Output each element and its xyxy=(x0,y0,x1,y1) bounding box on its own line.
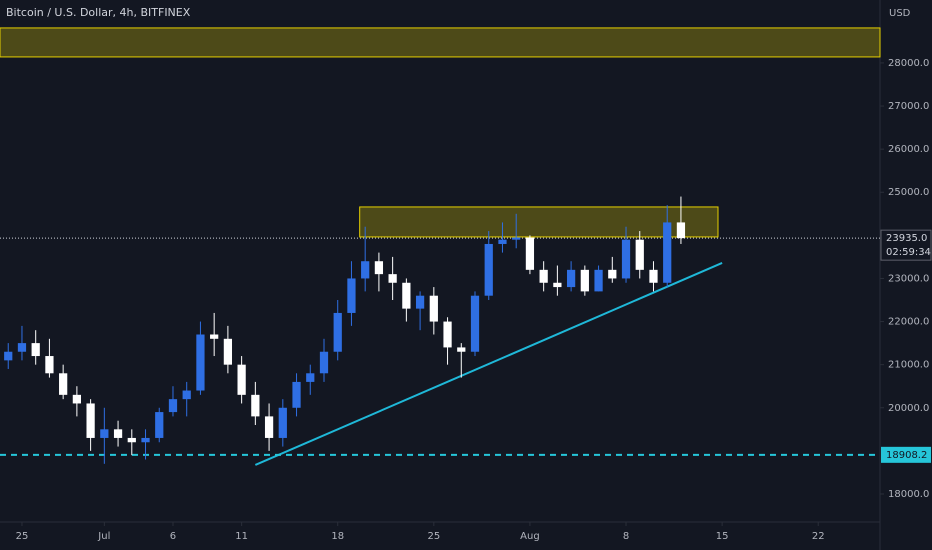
candle-body xyxy=(182,390,191,400)
chart-title: Bitcoin / U.S. Dollar, 4h, BITFINEX xyxy=(6,6,191,19)
countdown: 02:59:34 xyxy=(886,247,931,258)
x-tick-label: 25 xyxy=(427,531,440,542)
candle-body xyxy=(100,429,109,438)
candle-body xyxy=(292,381,301,408)
zone xyxy=(359,206,719,238)
candle-body xyxy=(319,351,329,374)
y-tick-label: 26000.0 xyxy=(888,144,929,155)
candle-body xyxy=(402,282,411,309)
candle-body xyxy=(361,261,370,279)
candle-body xyxy=(525,237,535,270)
x-tick-label: 22 xyxy=(812,531,825,542)
y-tick-label: 28000.0 xyxy=(888,58,929,69)
x-tick-label: 6 xyxy=(170,531,176,542)
candle-body xyxy=(45,356,54,374)
candle-body xyxy=(306,373,315,382)
candle-body xyxy=(333,312,342,352)
candle-body xyxy=(635,239,644,270)
candle-body xyxy=(580,269,589,292)
y-tick-label: 25000.0 xyxy=(888,187,929,198)
y-tick-label: 23000.0 xyxy=(888,273,929,284)
candle-body xyxy=(621,239,631,279)
level-label: 18908.2 xyxy=(886,450,927,461)
candle-body xyxy=(374,261,384,275)
candle-body xyxy=(429,295,438,322)
candle-body xyxy=(72,394,81,404)
y-tick-label: 20000.0 xyxy=(888,403,929,414)
candle-body xyxy=(223,338,233,365)
candle-body xyxy=(649,269,658,283)
price-label: 23935.0 xyxy=(886,233,927,244)
candle-body xyxy=(210,334,219,339)
candle-body xyxy=(484,243,493,296)
zone xyxy=(0,27,881,58)
candle-body xyxy=(512,237,521,240)
candle-body xyxy=(196,334,205,391)
x-tick-label: 25 xyxy=(16,531,29,542)
candle-body xyxy=(86,403,95,438)
candle-body xyxy=(470,295,480,352)
candle-body xyxy=(498,239,507,244)
x-tick-label: 11 xyxy=(235,531,248,542)
candle-body xyxy=(141,437,150,443)
currency: USD xyxy=(889,8,911,19)
candle-body xyxy=(251,394,260,417)
candle-body xyxy=(17,343,27,352)
candle-body xyxy=(663,222,672,283)
candle-body xyxy=(566,269,576,288)
x-tick-label: 18 xyxy=(331,531,344,542)
candle-body xyxy=(553,282,562,288)
candle-body xyxy=(676,222,686,239)
x-tick-label: Jul xyxy=(97,531,110,542)
candle-body xyxy=(278,407,287,438)
candle-body xyxy=(539,269,548,283)
candle-body xyxy=(264,416,274,438)
x-tick-label: Aug xyxy=(520,531,540,542)
candle-body xyxy=(237,364,246,395)
candle-body xyxy=(155,412,164,438)
candle-body xyxy=(457,347,466,352)
candle-body xyxy=(168,399,178,413)
candle-body xyxy=(113,429,123,438)
y-tick-label: 27000.0 xyxy=(888,101,929,112)
candle-body xyxy=(59,373,68,395)
candle-body xyxy=(594,269,603,292)
trendline xyxy=(254,262,723,466)
candle-body xyxy=(443,321,452,348)
y-tick-label: 22000.0 xyxy=(888,317,929,328)
candle-body xyxy=(4,351,13,361)
y-tick-label: 21000.0 xyxy=(888,360,929,371)
candle-body xyxy=(347,278,356,313)
candle-body xyxy=(127,437,136,443)
candle-body xyxy=(415,295,425,309)
candle-body xyxy=(388,274,397,283)
x-tick-label: 8 xyxy=(623,531,629,542)
candle-body xyxy=(608,269,617,279)
x-tick-label: 15 xyxy=(716,531,729,542)
price-label-box xyxy=(880,229,932,261)
candle-body xyxy=(31,343,40,357)
y-tick-label: 18000.0 xyxy=(888,489,929,500)
level-label-box xyxy=(881,446,931,463)
